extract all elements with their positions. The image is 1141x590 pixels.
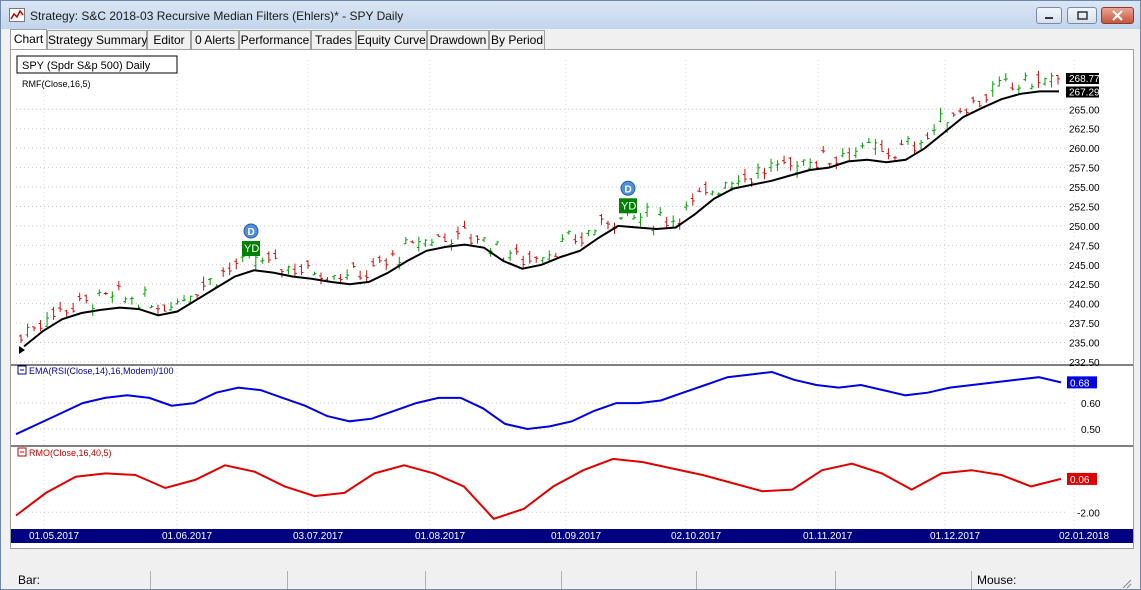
- price-axis-label: 245.00: [1069, 261, 1100, 272]
- date-axis-label: 01.11.2017: [803, 531, 853, 542]
- panel2-label: EMA(RSI(Close,14),16,Modem)/100: [29, 366, 174, 376]
- price-axis-label: 260.00: [1069, 144, 1100, 155]
- status-segment: [835, 571, 836, 589]
- date-axis-label: 01.05.2017: [29, 531, 79, 542]
- date-axis-label: 02.01.2018: [1059, 531, 1109, 542]
- signal-marker-box: [242, 241, 260, 257]
- price-axis-label: 250.00: [1069, 222, 1100, 233]
- price-axis-label: 237.50: [1069, 319, 1100, 330]
- date-axis-bar: [11, 529, 1133, 543]
- play-arrow-icon: [19, 346, 25, 354]
- minimize-button[interactable]: [1036, 7, 1062, 24]
- signal-marker-box: [619, 198, 637, 214]
- status-mouse-label: Mouse:: [977, 573, 1017, 587]
- date-axis-label: 01.12.2017: [930, 531, 980, 542]
- chart-app-icon: [9, 8, 25, 22]
- price-axis-label: 252.50: [1069, 202, 1100, 213]
- signal-marker-letter: D: [248, 227, 255, 238]
- ema-rsi-line: [15, 370, 1062, 436]
- signal-marker-label: YD: [621, 200, 636, 212]
- symbol-box-text: SPY (Spdr S&p 500) Daily: [22, 60, 151, 72]
- status-bar-label: Bar:: [18, 573, 41, 587]
- tab-alerts[interactable]: 0 Alerts: [191, 30, 239, 49]
- status-segment: [150, 571, 151, 589]
- rmf-line: [23, 90, 1059, 348]
- price-axis-label: 240.00: [1069, 300, 1100, 311]
- tab-drawdown[interactable]: Drawdown: [427, 30, 489, 49]
- price-axis-label: 265.00: [1069, 105, 1100, 116]
- resize-grip-icon[interactable]: [1120, 577, 1132, 589]
- price-axis-label: 255.00: [1069, 183, 1100, 194]
- signal-marker-label: YD: [244, 243, 259, 255]
- price-axis-label: 262.50: [1069, 125, 1100, 136]
- panel2-tag: 0.68: [1070, 378, 1090, 389]
- panel3-axis-label: -2.00: [1077, 508, 1100, 519]
- date-axis-label: 01.09.2017: [551, 531, 601, 542]
- status-segment: [425, 571, 426, 589]
- close-button[interactable]: [1101, 7, 1134, 24]
- symbol-box: [16, 55, 178, 74]
- tab-editor[interactable]: Editor: [147, 30, 191, 49]
- price-axis-label: 257.50: [1069, 164, 1100, 175]
- panel2-tag-bg: [1067, 376, 1097, 389]
- price-tag-high: 268.77: [1069, 74, 1100, 85]
- panel3-tag: 0.06: [1070, 475, 1090, 486]
- date-axis-label: 03.07.2017: [293, 531, 343, 542]
- chart-svg[interactable]: 265.00 262.50 260.00 257.50 255.00 252.50 250.…: [11, 50, 1133, 548]
- rmf-label: RMF(Close,16,5): [22, 79, 91, 89]
- signal-marker-circle: [243, 223, 259, 239]
- price-axis-label: 232.50: [1069, 358, 1100, 369]
- date-axis-label: 01.08.2017: [415, 531, 465, 542]
- price-axis-label: 247.50: [1069, 241, 1100, 252]
- date-axis-label: 01.06.2017: [162, 531, 212, 542]
- tab-chart[interactable]: Chart: [10, 29, 47, 49]
- price-tag-close: 267.29: [1069, 88, 1100, 99]
- price-tag-high-bg: [1066, 73, 1099, 84]
- tab-trades[interactable]: Trades: [311, 30, 356, 49]
- price-axis-label: 235.00: [1069, 339, 1100, 350]
- panel2-axis-label: 0.50: [1081, 425, 1101, 436]
- price-axis-label: 242.50: [1069, 280, 1100, 291]
- status-bar: Bar: Mouse:: [10, 571, 1134, 589]
- panel3-tag-bg: [1067, 472, 1097, 485]
- panel3-label: RMO(Close,16,40,5): [29, 448, 112, 458]
- rmo-line: [15, 457, 1062, 520]
- signal-marker-letter: D: [625, 184, 632, 195]
- tab-performance[interactable]: Performance: [239, 30, 311, 49]
- title-bar[interactable]: Strategy: S&C 2018-03 Recursive Median F…: [1, 1, 1140, 29]
- status-segment: [561, 571, 562, 589]
- status-segment: [696, 571, 697, 589]
- tab-equity-curve[interactable]: Equity Curve: [356, 30, 427, 49]
- chart-area[interactable]: 265.00 262.50 260.00 257.50 255.00 252.50 250.…: [10, 49, 1134, 549]
- status-segment: [287, 571, 288, 589]
- maximize-button[interactable]: [1067, 7, 1097, 24]
- tab-by-period[interactable]: By Period: [489, 30, 545, 49]
- panel2-axis-label: 0.60: [1081, 399, 1101, 410]
- status-segment: [971, 571, 972, 589]
- date-axis-label: 02.10.2017: [671, 531, 721, 542]
- window-title: Strategy: S&C 2018-03 Recursive Median F…: [30, 9, 404, 23]
- tab-strategy-summary[interactable]: Strategy Summary: [47, 30, 147, 49]
- price-tag-close-bg: [1066, 86, 1099, 98]
- signal-marker-circle: [620, 180, 636, 196]
